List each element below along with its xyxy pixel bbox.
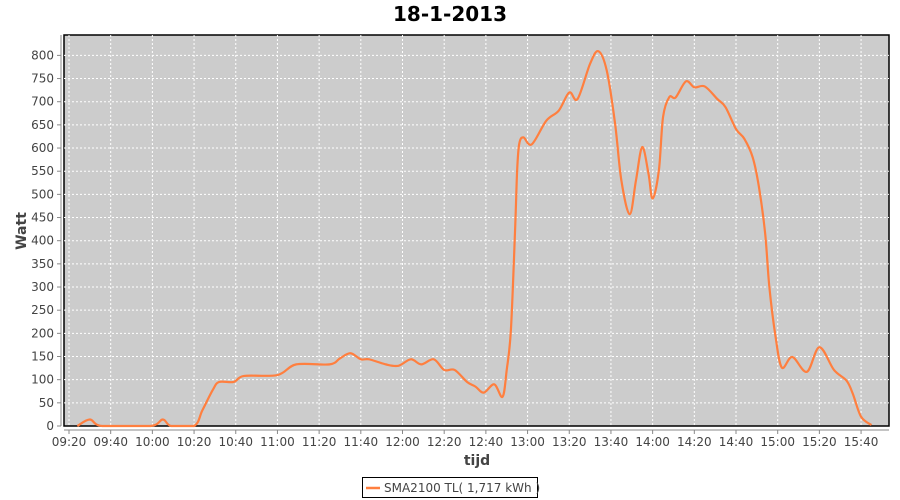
y-tick-label: 400 [31, 234, 54, 248]
y-axis-ticks: 0 50 100 150 200 250 300 350 400 450 500 550 600 650 7… [31, 48, 61, 433]
series-line [76, 50, 873, 428]
x-axis-ticks: 09:20 09:40 10:00 10:20 10:40 11:00 11:20 11:40… [52, 430, 879, 449]
x-tick-label: 10:00 [135, 435, 170, 449]
x-tick-label: 09:40 [93, 435, 128, 449]
x-tick-label: 15:20 [802, 435, 837, 449]
x-tick-label: 11:00 [260, 435, 295, 449]
x-tick-label: 12:20 [427, 435, 462, 449]
y-tick-label: 200 [31, 326, 54, 340]
x-tick-label: 14:20 [677, 435, 712, 449]
x-tick-label: 15:00 [760, 435, 795, 449]
y-tick-label: 350 [31, 257, 54, 271]
x-tick-label: 15:40 [844, 435, 879, 449]
x-tick-label: 11:40 [344, 435, 379, 449]
y-tick-label: 650 [31, 118, 54, 132]
y-tick-label: 450 [31, 211, 54, 225]
y-tick-label: 0 [46, 419, 54, 433]
y-axis-label: Watt [14, 212, 30, 250]
plot-area [63, 34, 890, 427]
x-tick-label: 11:20 [302, 435, 337, 449]
x-axis-label: tijd [464, 453, 490, 469]
y-tick-label: 600 [31, 141, 54, 155]
y-tick-label: 700 [31, 95, 54, 109]
x-tick-label: 12:00 [385, 435, 420, 449]
y-tick-label: 250 [31, 303, 54, 317]
x-tick-label: 14:00 [635, 435, 670, 449]
y-tick-label: 500 [31, 187, 54, 201]
y-tick-label: 750 [31, 72, 54, 86]
x-tick-label: 13:40 [594, 435, 629, 449]
y-tick-label: 300 [31, 280, 54, 294]
x-tick-label: 12:40 [469, 435, 504, 449]
y-tick-label: 150 [31, 350, 54, 364]
x-tick-label: 09:20 [52, 435, 87, 449]
legend-box [362, 477, 538, 498]
y-tick-label: 50 [39, 396, 54, 410]
series-layer [76, 50, 873, 428]
x-tick-label: 10:40 [218, 435, 253, 449]
legend: SMA2100 TL( 1,717 kWh ) [362, 477, 540, 498]
y-tick-label: 100 [31, 373, 54, 387]
x-tick-label: 10:20 [177, 435, 212, 449]
x-tick-label: 14:40 [719, 435, 754, 449]
chart-title: 18-1-2013 [393, 2, 507, 26]
x-tick-label: 13:00 [510, 435, 545, 449]
y-tick-label: 550 [31, 164, 54, 178]
y-tick-label: 800 [31, 48, 54, 62]
grid-lines [64, 35, 889, 426]
legend-label: SMA2100 TL( 1,717 kWh ) [384, 481, 540, 495]
x-tick-label: 13:20 [552, 435, 587, 449]
